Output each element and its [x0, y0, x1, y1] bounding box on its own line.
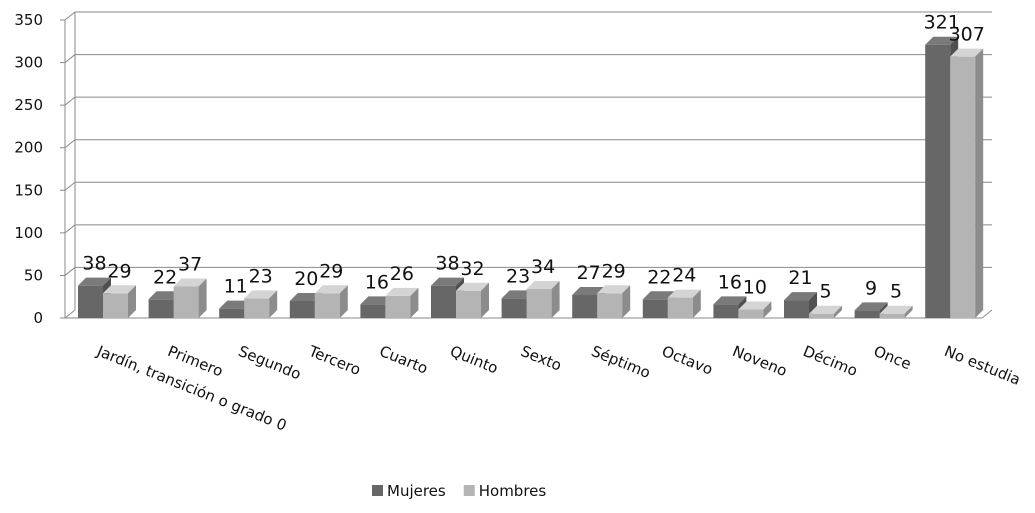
y-tick-label: 50 — [24, 266, 43, 284]
data-label: 22 — [647, 266, 671, 288]
y-tick-label: 100 — [14, 224, 43, 242]
data-label: 27 — [577, 262, 601, 284]
x-tick-label: Octavo — [659, 342, 715, 379]
grid — [64, 11, 993, 319]
legend-label: Mujeres — [387, 482, 446, 500]
data-label: 23 — [506, 265, 530, 287]
data-label: 38 — [82, 253, 106, 275]
bar-hombres — [738, 301, 772, 318]
bar-hombres — [456, 282, 489, 318]
bar-hombres — [809, 305, 842, 318]
x-tick-label: Quinto — [448, 342, 501, 377]
legend: Mujeres Hombres — [372, 482, 546, 500]
y-tick-label: 350 — [14, 11, 43, 29]
data-label: 307 — [949, 24, 985, 46]
data-label: 24 — [672, 265, 696, 287]
y-tick-label: 300 — [14, 54, 43, 72]
data-label: 23 — [249, 265, 273, 287]
x-tick-label: Séptimo — [589, 342, 653, 382]
data-label: 29 — [602, 260, 626, 282]
legend-item: Mujeres — [372, 482, 446, 500]
legend-swatch — [372, 485, 383, 496]
data-label: 37 — [178, 253, 202, 275]
x-tick-label: No estudia — [942, 342, 1023, 389]
data-label: 29 — [319, 260, 343, 282]
data-label: 321 — [924, 12, 960, 34]
bar-mujeres — [784, 292, 817, 318]
gridline — [64, 96, 76, 106]
legend-swatch — [463, 485, 475, 496]
gridline — [64, 181, 76, 191]
bar-hombres — [173, 278, 207, 318]
data-label: 5 — [890, 281, 902, 303]
bar-hombres — [244, 290, 278, 318]
bars — [78, 36, 984, 319]
legend-item: Hombres — [463, 482, 547, 500]
x-tick-label: Sexto — [518, 342, 564, 375]
bar-hombres — [103, 285, 136, 318]
y-tick-label: 0 — [33, 309, 43, 327]
data-label: 22 — [153, 266, 177, 288]
bar-hombres — [385, 287, 419, 318]
data-label: 10 — [743, 276, 767, 298]
bar-hombres — [667, 289, 701, 318]
y-tick-label: 150 — [14, 181, 43, 199]
legend-label: Hombres — [479, 482, 547, 500]
gridline — [64, 224, 76, 234]
bar-hombres — [950, 48, 984, 319]
data-label: 26 — [390, 263, 414, 285]
data-label: 16 — [718, 271, 742, 293]
data-label: 38 — [435, 253, 459, 275]
bar-hombres — [597, 285, 631, 318]
data-label: 29 — [107, 260, 131, 282]
data-label: 11 — [224, 276, 248, 298]
y-tick-label: 200 — [14, 139, 43, 157]
bar-hombres — [314, 285, 348, 318]
data-label: 9 — [865, 277, 877, 299]
bar-hombres — [526, 281, 560, 318]
data-label: 5 — [819, 281, 831, 303]
gridline — [64, 11, 76, 21]
data-label: 34 — [531, 256, 555, 278]
gridline — [64, 139, 76, 149]
data-label: 32 — [460, 258, 484, 280]
y-axis: 0 50 100 150 200 250 300 350 — [14, 11, 982, 327]
y-tick-label: 250 — [14, 96, 43, 114]
x-tick-label: Cuarto — [377, 342, 430, 378]
x-tick-label: Noveno — [730, 342, 790, 380]
data-label: 20 — [294, 268, 318, 290]
x-tick-label: Once — [871, 342, 914, 373]
data-label: 21 — [788, 267, 812, 289]
bar-hombres — [879, 305, 913, 318]
x-tick-label: Tercero — [305, 342, 363, 379]
gridline — [64, 54, 76, 63]
gridline — [64, 267, 76, 276]
x-tick-label: Segundo — [236, 342, 304, 383]
x-tick-label: Décimo — [801, 342, 861, 380]
data-label: 16 — [365, 271, 389, 293]
